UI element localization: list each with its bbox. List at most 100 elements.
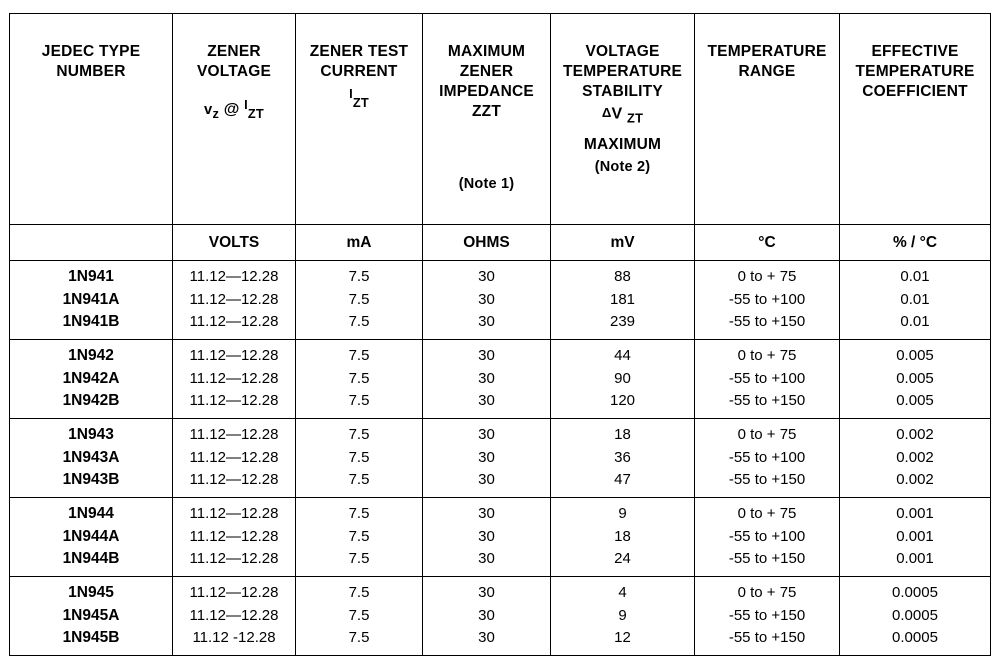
value: 88: [614, 268, 631, 286]
value: 7.5: [348, 369, 370, 387]
cell-lines: 11.12—12.28 11.12—12.28 11.12 -12.28: [173, 582, 295, 650]
cell-effective_temperature_coefficient: 0.001 0.001 0.001: [839, 497, 991, 577]
part-number: 1N945B: [62, 629, 120, 647]
header-note-reference-2: (Note 2): [594, 158, 651, 175]
value: 7.5: [348, 629, 370, 647]
value: 7.5: [348, 313, 370, 331]
table-row-group: 1N945 1N945A 1N945B 11.12—12.28 11.12—12.28 1…: [9, 576, 991, 656]
column-header-zener-voltage: ZENER VOLTAGE vz @ IZT: [172, 13, 296, 225]
cell-lines: 0.0005 0.0005 0.0005: [840, 582, 990, 650]
value: 11.12—12.28: [189, 369, 279, 387]
zener-specification-table: JEDEC TYPE NUMBER ZENER VOLTAGE vz @ IZT…: [9, 13, 991, 656]
value: 30: [478, 584, 495, 602]
part-number: 1N942A: [62, 369, 120, 387]
cell-voltage_temperature_stability: 44 90 120: [550, 339, 695, 419]
cell-effective_temperature_coefficient: 0.01 0.01 0.01: [839, 260, 991, 340]
cell-lines: 0.002 0.002 0.002: [840, 424, 990, 492]
cell-lines: 1N945 1N945A 1N945B: [10, 582, 172, 650]
cell-zener_test_current: 7.5 7.5 7.5: [295, 339, 423, 419]
header-line: TYPE: [98, 43, 141, 60]
part-number: 1N944B: [62, 550, 120, 568]
cell-lines: 0 to + 75 -55 to +150 -55 to +150: [695, 582, 839, 650]
value: -55 to +100: [728, 290, 806, 308]
value: 7.5: [348, 584, 370, 602]
header-line: ZENER: [309, 43, 364, 60]
value: 30: [478, 347, 495, 365]
cell-lines: 1N943 1N943A 1N943B: [10, 424, 172, 492]
cell-lines: 44 90 120: [551, 345, 694, 413]
table-body: 1N941 1N941A 1N941B 11.12—12.28 11.12—12.28 1…: [9, 260, 991, 656]
cell-lines: 1N941 1N941A 1N941B: [10, 266, 172, 334]
value: 30: [478, 606, 495, 624]
cell-lines: 11.12—12.28 11.12—12.28 11.12—12.28: [173, 424, 295, 492]
value: 11.12—12.28: [189, 550, 279, 568]
header-line: IMPEDANCE: [439, 83, 534, 100]
cell-type: 1N945 1N945A 1N945B: [9, 576, 173, 656]
value: 9: [618, 505, 627, 523]
value: 11.12—12.28: [189, 426, 279, 444]
header-line: EFFECTIVE: [871, 43, 959, 60]
value: 0.01: [900, 290, 930, 308]
value: 30: [478, 448, 495, 466]
header-title-lines-coefficient: EFFECTIVE TEMPERATURE COEFFICIENT: [840, 42, 990, 102]
table-row-group: 1N943 1N943A 1N943B 11.12—12.28 11.12—12.28 1…: [9, 418, 991, 498]
header-symbol-vz-at-izt: vz @ IZT: [204, 97, 264, 121]
cell-lines: 7.5 7.5 7.5: [296, 424, 422, 492]
value: 11.12 -12.28: [192, 629, 276, 647]
value: 30: [478, 268, 495, 286]
part-number: 1N944A: [62, 527, 120, 545]
cell-temperature_range: 0 to + 75 -55 to +150 -55 to +150: [694, 576, 840, 656]
value: 4: [618, 584, 627, 602]
part-number: 1N945A: [62, 606, 120, 624]
header-title-lines-type: JEDEC TYPE NUMBER: [10, 42, 172, 82]
value: 0 to + 75: [737, 584, 797, 602]
cell-lines: 7.5 7.5 7.5: [296, 503, 422, 571]
header-line: COEFFICIENT: [862, 83, 968, 100]
cell-lines: 11.12—12.28 11.12—12.28 11.12—12.28: [173, 345, 295, 413]
header-line: TEMPERATURE: [855, 63, 975, 80]
value: 11.12—12.28: [189, 290, 279, 308]
cell-lines: 11.12—12.28 11.12—12.28 11.12—12.28: [173, 503, 295, 571]
cell-voltage_temperature_stability: 9 18 24: [550, 497, 695, 577]
header-symbol-izt: IZT: [349, 86, 369, 110]
value: 18: [614, 527, 631, 545]
cell-lines: 0.001 0.001 0.001: [840, 503, 990, 571]
header-line: MAXIMUM: [447, 43, 526, 60]
value: 9: [618, 606, 627, 624]
cell-zener_voltage: 11.12—12.28 11.12—12.28 11.12 -12.28: [172, 576, 296, 656]
value: 7.5: [348, 426, 370, 444]
header-line: TEST: [367, 43, 409, 60]
part-number: 1N941: [68, 268, 114, 286]
header-title-lines-zener-test-current: ZENER TEST CURRENT: [296, 42, 422, 82]
cell-temperature_range: 0 to + 75 -55 to +100 -55 to +150: [694, 418, 840, 498]
part-number: 1N941B: [62, 313, 120, 331]
value: 0.001: [896, 505, 934, 523]
cell-max_zener_impedance: 30 30 30: [422, 260, 551, 340]
header-line: CURRENT: [320, 63, 398, 80]
value: 7.5: [348, 471, 370, 489]
value: -55 to +150: [728, 606, 806, 624]
value: 11.12—12.28: [189, 268, 279, 286]
value: 30: [478, 290, 495, 308]
value: 30: [478, 426, 495, 444]
header-title-lines-zener-voltage: ZENER VOLTAGE: [173, 42, 295, 82]
units-cell-temperature-range: °C: [694, 224, 840, 261]
cell-lines: 11.12—12.28 11.12—12.28 11.12—12.28: [173, 266, 295, 334]
cell-lines: 0.01 0.01 0.01: [840, 266, 990, 334]
value: 181: [609, 290, 636, 308]
cell-lines: 18 36 47: [551, 424, 694, 492]
value: -55 to +150: [728, 550, 806, 568]
cell-lines: 7.5 7.5 7.5: [296, 345, 422, 413]
value: 30: [478, 471, 495, 489]
value: 0.0005: [892, 606, 938, 624]
header-line: TEMPERATURE: [707, 43, 827, 60]
value: 0 to + 75: [737, 347, 797, 365]
value: 0.002: [896, 426, 934, 444]
header-symbol-delta-v-zt: ΔV ZT: [601, 105, 644, 126]
cell-type: 1N944 1N944A 1N944B: [9, 497, 173, 577]
part-number: 1N942B: [62, 392, 120, 410]
value: 7.5: [348, 448, 370, 466]
part-number: 1N945: [68, 584, 114, 602]
cell-type: 1N942 1N942A 1N942B: [9, 339, 173, 419]
cell-lines: 7.5 7.5 7.5: [296, 582, 422, 650]
